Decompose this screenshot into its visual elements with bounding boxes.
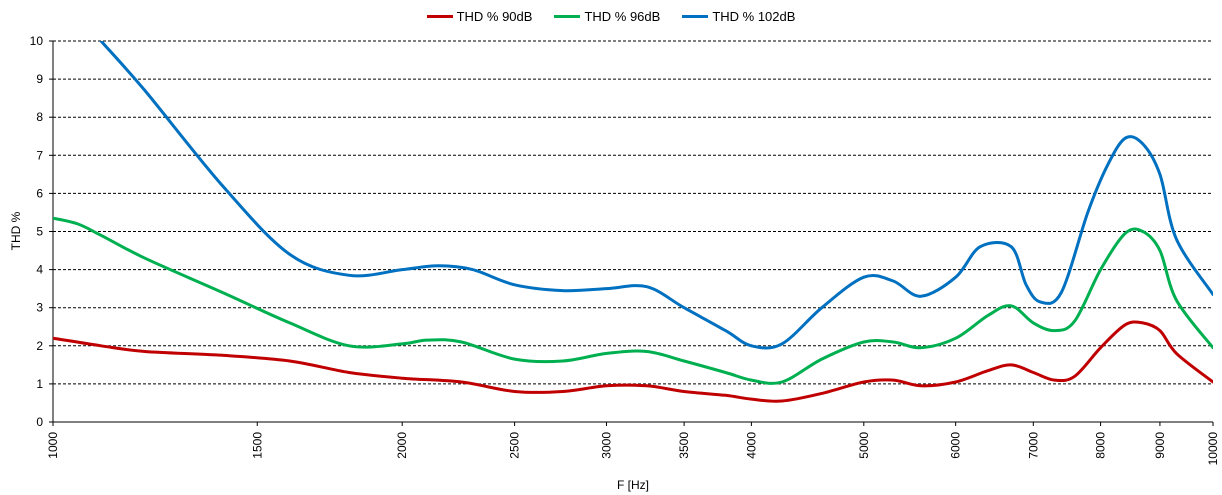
y-tick-label: 6 — [36, 186, 43, 200]
x-tick-label: 7000 — [1026, 432, 1040, 459]
legend-item-96db: THD % 96dB — [554, 6, 660, 26]
legend-swatch-102db — [682, 14, 709, 18]
x-tick-label: 3500 — [677, 432, 691, 459]
series-line-90db — [53, 320, 1213, 403]
legend-label-96db: THD % 96dB — [584, 8, 661, 24]
y-tick-label: 7 — [36, 148, 43, 162]
grid-lines — [53, 40, 1213, 385]
x-tick-label: 3000 — [599, 432, 613, 459]
y-tick-label: 9 — [36, 72, 43, 86]
x-tick-label: 9000 — [1153, 432, 1167, 459]
x-tick-label: 6000 — [949, 432, 963, 459]
y-tick-label: 3 — [36, 301, 43, 315]
series-line-102db — [99, 41, 1213, 350]
y-tick-label: 4 — [36, 263, 43, 277]
legend-item-102db: THD % 102dB — [682, 6, 795, 26]
y-tick-label: 0 — [36, 415, 43, 429]
y-tick-label: 1 — [36, 377, 43, 391]
x-tick-label: 8000 — [1094, 432, 1108, 459]
series-line-96db — [53, 216, 1213, 385]
x-tick-label: 4000 — [744, 432, 758, 459]
legend-label-102db: THD % 102dB — [712, 8, 796, 24]
legend-item-90db: THD % 90dB — [426, 6, 533, 26]
x-tick-label: 2500 — [508, 432, 522, 459]
y-tick-label: 2 — [36, 339, 43, 353]
legend-swatch-96db — [554, 14, 581, 18]
series-lines — [53, 41, 1213, 403]
tick-labels: 0 1 2 3 4 5 6 7 8 9 10 1000 1500 2000 2500 3000 3500 4000… — [30, 34, 1220, 465]
x-tick-label: 1500 — [250, 432, 264, 459]
x-tick-label: 5000 — [857, 432, 871, 459]
x-tick-label: 10000 — [1206, 432, 1220, 466]
legend-label-90db: THD % 90dB — [456, 8, 533, 24]
legend-swatch-90db — [426, 14, 453, 18]
axes — [49, 40, 1214, 426]
x-tick-label: 1000 — [46, 432, 60, 459]
x-axis-title: F [Hz] — [617, 478, 649, 492]
y-tick-label: 10 — [30, 34, 44, 48]
y-tick-label: 5 — [36, 225, 43, 239]
y-axis-title: THD % — [9, 211, 23, 250]
x-tick-label: 2000 — [395, 432, 409, 459]
y-tick-label: 8 — [36, 110, 43, 124]
chart-legend: THD % 90dB THD % 96dB THD % 102dB — [0, 6, 1222, 26]
